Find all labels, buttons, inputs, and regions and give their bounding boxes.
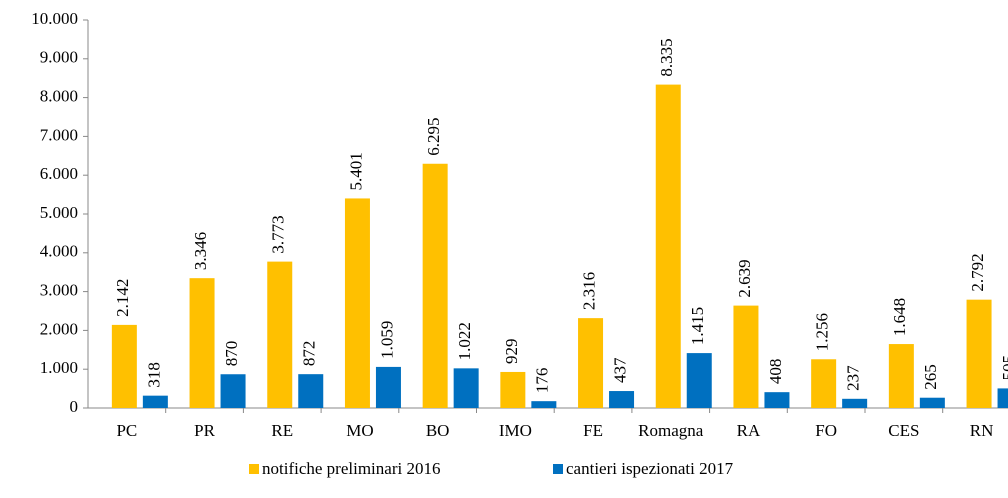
value-label: 318 [144,362,163,388]
x-tick-label: CES [888,421,919,440]
legend-label: notifiche preliminari 2016 [262,459,440,478]
value-label: 6.295 [424,118,443,156]
bar [811,359,837,408]
y-tick-label: 4.000 [40,242,78,261]
value-label: 1.415 [688,307,707,345]
x-tick-label: RA [737,421,761,440]
y-tick-label: 3.000 [40,281,78,300]
y-tick-label: 7.000 [40,125,78,144]
y-tick-label: 9.000 [40,48,78,67]
value-label: 929 [502,338,521,364]
value-label: 505 [999,355,1008,381]
y-tick-label: 1.000 [40,358,78,377]
bar [997,388,1008,408]
value-label: 237 [844,365,863,391]
value-label: 1.648 [890,298,909,336]
bar [531,401,557,408]
bar [375,366,401,408]
bar [422,163,448,408]
bar [919,397,945,408]
y-tick-label: 5.000 [40,203,78,222]
value-label: 437 [610,357,629,383]
value-label: 2.792 [968,253,987,291]
value-label: 5.401 [346,152,365,190]
bar [578,318,604,408]
value-label: 1.256 [813,313,832,351]
bar [655,84,681,409]
bar [111,324,137,408]
value-label: 2.142 [113,279,132,317]
y-tick-label: 10.000 [31,9,78,28]
x-tick-label: MO [346,421,373,440]
x-tick-label: BO [426,421,450,440]
value-label: 8.335 [657,38,676,76]
x-tick-label: FO [815,421,837,440]
value-label: 2.316 [579,272,598,310]
x-tick-label: FE [583,421,603,440]
value-label: 408 [766,359,785,385]
bar [500,371,526,408]
bar [267,261,293,408]
x-tick-label: RE [271,421,293,440]
bar [344,198,370,408]
bar [298,374,324,408]
value-label: 872 [300,341,319,367]
x-tick-label: RN [970,421,994,440]
value-label: 1.022 [455,322,474,360]
value-label: 176 [533,368,552,394]
x-tick-label: PR [194,421,215,440]
bar [888,344,914,408]
value-label: 2.639 [735,259,754,297]
x-tick-label: IMO [499,421,532,440]
value-label: 1.059 [377,321,396,359]
bar [733,305,759,408]
y-tick-label: 8.000 [40,87,78,106]
bar [453,368,479,408]
legend-swatch [553,464,563,474]
y-tick-label: 0 [70,397,79,416]
bar [189,278,215,408]
x-tick-label: Romagna [638,421,704,440]
value-label: 265 [921,364,940,390]
legend-label: cantieri ispezionati 2017 [566,459,734,478]
value-label: 870 [222,341,241,366]
value-label: 3.773 [269,215,288,253]
y-tick-label: 2.000 [40,319,78,338]
bar [609,391,635,408]
value-label: 3.346 [191,232,210,270]
legend-swatch [249,464,259,474]
y-tick-label: 6.000 [40,164,78,183]
bar [686,353,712,408]
x-tick-label: PC [116,421,137,440]
bar [764,392,790,408]
bar [142,395,168,408]
bar [842,398,868,408]
bar [220,374,246,408]
bar [966,299,992,408]
